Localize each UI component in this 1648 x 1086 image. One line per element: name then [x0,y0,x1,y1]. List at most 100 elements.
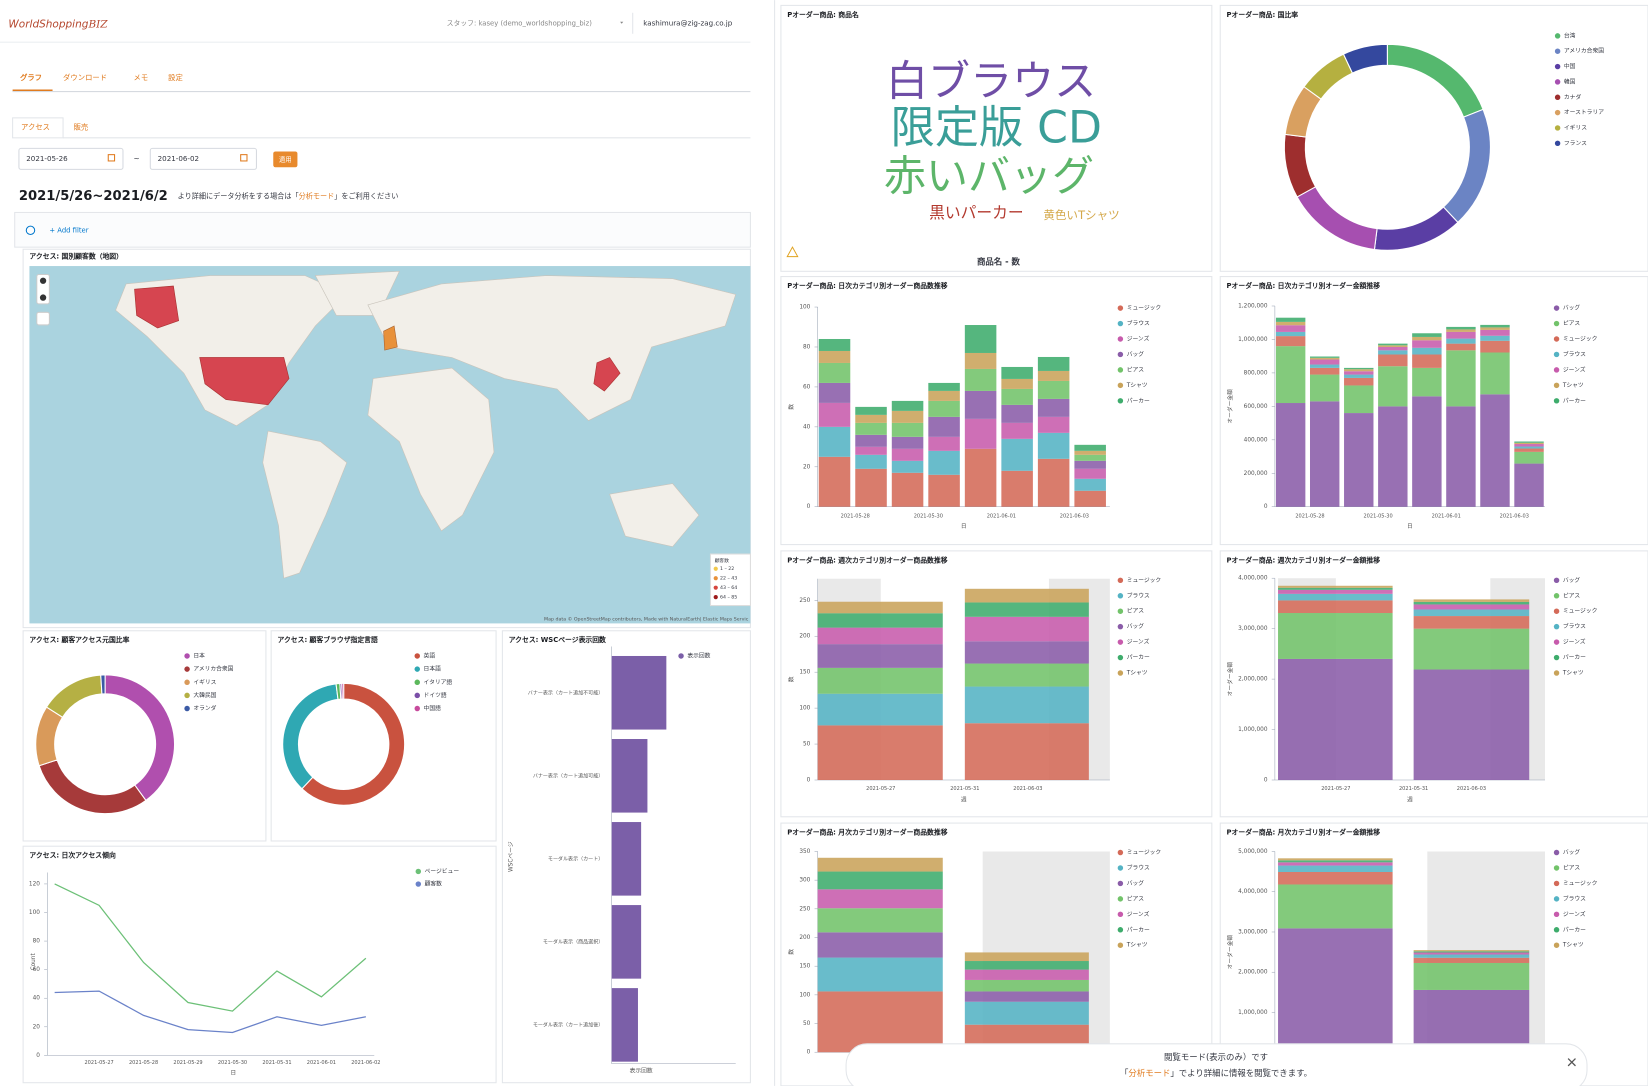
calendar-icon [240,154,248,162]
legend-swatch [1553,670,1560,676]
y-tick-label: 4,000,000 [1238,576,1268,582]
x-tick-label: 2021-06-03 [1457,786,1486,792]
bar-segment [891,472,924,507]
logo[interactable]: WorldShoppingBIZ [8,18,108,30]
bar-segment [1446,343,1476,351]
logo-suffix: BIZ [87,18,108,30]
line-series [54,883,367,1012]
subtab-active[interactable]: アクセス [21,122,50,131]
bar-segment [1413,952,1530,955]
legend-label: フランス [1564,140,1587,147]
legend-label: ブラウス [1563,350,1586,358]
tab[interactable]: メモ [133,73,148,82]
tab[interactable]: 設定 [168,73,183,82]
country-highlight [383,325,398,351]
x-tick-label: 2021-05-27 [1321,786,1350,792]
legend-label: ミュージック [1127,305,1162,312]
date-from: 2021-05-26 [26,154,68,163]
bar-segment [855,468,887,507]
zoom-out[interactable] [39,294,47,301]
bar-segment [1413,951,1530,953]
bar-segment [1275,403,1306,507]
zoom-in[interactable] [39,277,47,284]
land [609,483,700,548]
legend-label: Tシャツ [1562,383,1584,389]
legend-swatch [1117,608,1124,614]
bar-segment [818,350,851,363]
panel-title: アクセス: 日次アクセス傾向 [29,851,116,860]
legend-swatch [713,595,718,600]
legend-swatch [184,692,190,699]
y-tick-label: 4,000,000 [1238,889,1268,895]
bar-segment [1278,884,1393,929]
legend-swatch [1553,577,1560,584]
bar-segment [1378,354,1408,367]
word-cloud-footer: 商品名 - 数 [977,256,1020,266]
bar-segment [928,400,960,417]
legend-label: ジーンズ [1127,334,1150,342]
bar-segment [964,588,1089,603]
y-tick-label: 100 [799,305,810,311]
toast-link[interactable]: 分析モード [1128,1068,1170,1078]
legend-label: バッグ [1563,304,1581,312]
toast-message: 「分析モード」でより詳細に情報を閲覧できます。 [1120,1068,1312,1078]
y-tick-label: モーダル表示（カート） [548,855,603,862]
bar-segment [1278,613,1393,659]
legend-swatch [713,585,718,590]
heading-note: より詳細にデータ分析をする場合は「分析モード」をご利用ください [178,192,399,201]
panel-title: Pオーダー商品: 週次カテゴリ別オーダー金額推移 [1227,555,1381,564]
apply-button[interactable] [273,151,298,168]
note-link[interactable]: 分析モード [299,192,335,201]
y-tick-label: 200,000 [1244,471,1268,477]
bar-segment [1309,374,1340,402]
legend-swatch [1553,305,1560,311]
x-tick-label: 2021-06-01 [987,514,1016,520]
y-tick-label: 200 [799,935,810,941]
bar-segment [1378,350,1408,355]
legend-swatch [1117,398,1124,404]
bar-segment [817,908,943,933]
bar-segment [1480,329,1510,336]
country-highlight [593,357,621,392]
add-filter[interactable]: + Add filter [49,226,88,234]
toast-message: 閲覧モード(表示のみ）です [1164,1052,1268,1062]
donut-slice [301,682,406,806]
legend-swatch [713,566,718,571]
bar-segment [1001,438,1033,471]
legend-swatch [1117,880,1124,887]
fit-bounds[interactable] [36,311,50,326]
legend-label: パーカー [1127,397,1150,404]
bar-segment [1514,442,1544,445]
zoom-controls[interactable] [36,273,50,305]
y-tick-label: 100 [29,910,40,916]
tab-active[interactable]: グラフ [20,73,42,82]
legend-swatch [1553,382,1560,389]
x-tick-label: 2021-06-01 [307,1060,336,1066]
toast-close[interactable] [1567,1058,1576,1067]
legend-swatch [414,666,420,672]
legend-swatch [678,653,684,659]
legend-swatch [1553,896,1560,902]
bar-segment [1446,406,1476,507]
filter-icon[interactable] [25,225,36,236]
bar-segment [1001,388,1033,405]
y-tick-label: 0 [1264,504,1268,510]
panel-title: Pオーダー商品: 日次カテゴリ別オーダー金額推移 [1227,281,1381,290]
bar-segment [1344,385,1374,414]
subtab[interactable]: 販売 [74,122,89,131]
map[interactable]: 顧客数 Map data © OpenStreetMap contributor… [29,266,751,624]
date-input[interactable] [149,147,257,170]
bar-segment [818,362,851,383]
tab[interactable]: ダウンロード [63,73,107,82]
bar-segment [928,450,960,475]
bar-segment [1074,444,1106,451]
legend-swatch [1554,79,1561,85]
date-input[interactable] [18,147,124,170]
staff-selector[interactable]: スタッフ: kasey (demo_worldshopping_biz) [447,18,593,27]
bar-segment [964,991,1089,1002]
legend-label: 台湾 [1564,31,1576,39]
x-tick-label: 2021-05-31 [262,1060,291,1066]
bar-segment [817,957,943,992]
legend-swatch [1553,865,1560,871]
legend-swatch [1553,593,1560,599]
